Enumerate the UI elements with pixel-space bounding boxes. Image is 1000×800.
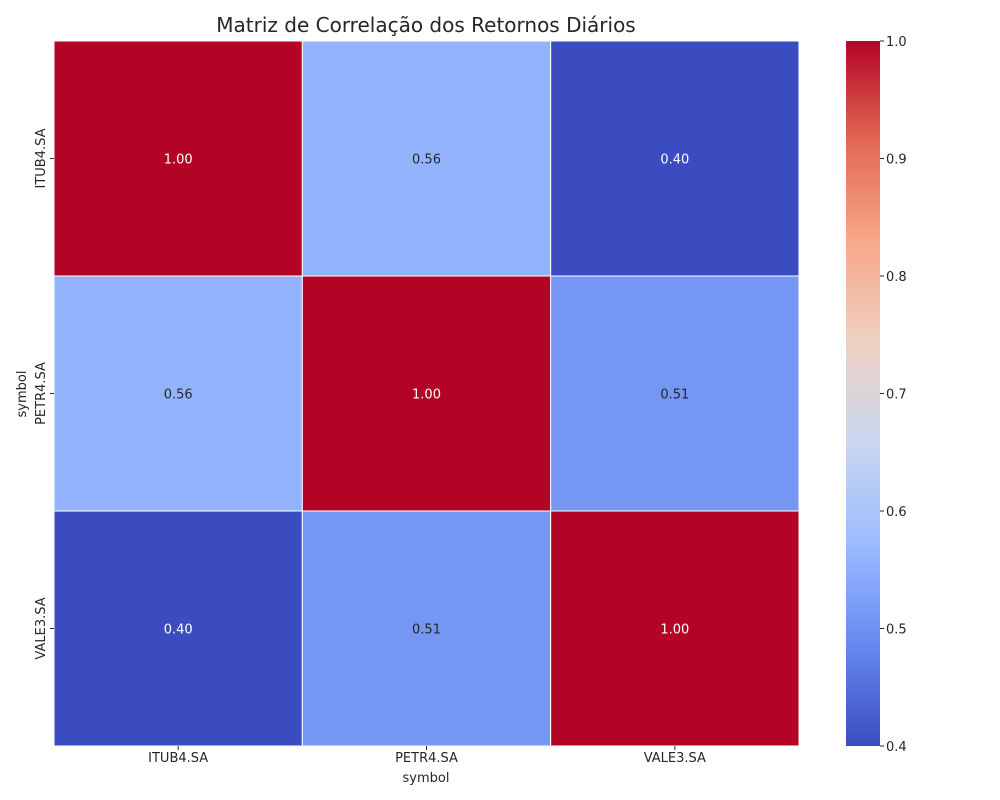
cell-value-label: 0.56 [164, 388, 193, 403]
cell-value-label: 1.00 [164, 153, 193, 168]
chart-title: Matriz de Correlação dos Retornos Diário… [216, 13, 635, 37]
colorbar-tick-label: 0.6 [886, 505, 907, 520]
cell-value-label: 1.00 [412, 388, 441, 403]
heatmap-cell [301, 40, 552, 277]
x-axis-ticks: ITUB4.SA PETR4.SA VALE3.SA [148, 746, 706, 766]
cell-value-label: 0.51 [660, 388, 689, 403]
colorbar-ticks: 0.4 0.5 0.6 0.7 0.8 0.9 1.0 [880, 35, 907, 755]
y-tick-label: VALE3.SA [34, 597, 49, 659]
y-tick-label: PETR4.SA [34, 362, 49, 425]
colorbar-tick-label: 0.5 [886, 623, 907, 638]
colorbar-tick-label: 0.4 [886, 740, 907, 755]
x-axis-label: symbol [403, 771, 450, 786]
heatmap-cells [53, 40, 800, 747]
heatmap-cell [53, 40, 303, 277]
cell-value-label: 0.40 [164, 623, 193, 638]
x-tick-label: PETR4.SA [395, 751, 458, 766]
heatmap-cell [550, 275, 800, 512]
colorbar-tick-label: 0.9 [886, 153, 907, 168]
heatmap-cell [53, 510, 303, 747]
heatmap-cell [301, 510, 552, 747]
y-axis-ticks: ITUB4.SA PETR4.SA VALE3.SA [34, 128, 54, 660]
y-axis-label: symbol [15, 371, 30, 418]
cell-value-label: 0.40 [660, 153, 689, 168]
colorbar-tick-label: 0.7 [886, 388, 907, 403]
cell-value-label: 1.00 [660, 623, 689, 638]
cell-value-label: 0.56 [412, 153, 441, 168]
x-tick-label: VALE3.SA [644, 751, 706, 766]
colorbar [846, 41, 880, 746]
cell-value-label: 0.51 [412, 623, 441, 638]
colorbar-tick-label: 1.0 [886, 35, 907, 50]
colorbar-tick-label: 0.8 [886, 270, 907, 285]
y-tick-label: ITUB4.SA [34, 128, 49, 188]
heatmap-cell [550, 40, 800, 277]
heatmap-cell [301, 275, 552, 512]
heatmap-cell [53, 275, 303, 512]
heatmap-cell-labels: 1.00 0.56 0.40 0.56 1.00 0.51 0.40 0.51 1.00 [164, 153, 690, 638]
x-tick-label: ITUB4.SA [148, 751, 208, 766]
